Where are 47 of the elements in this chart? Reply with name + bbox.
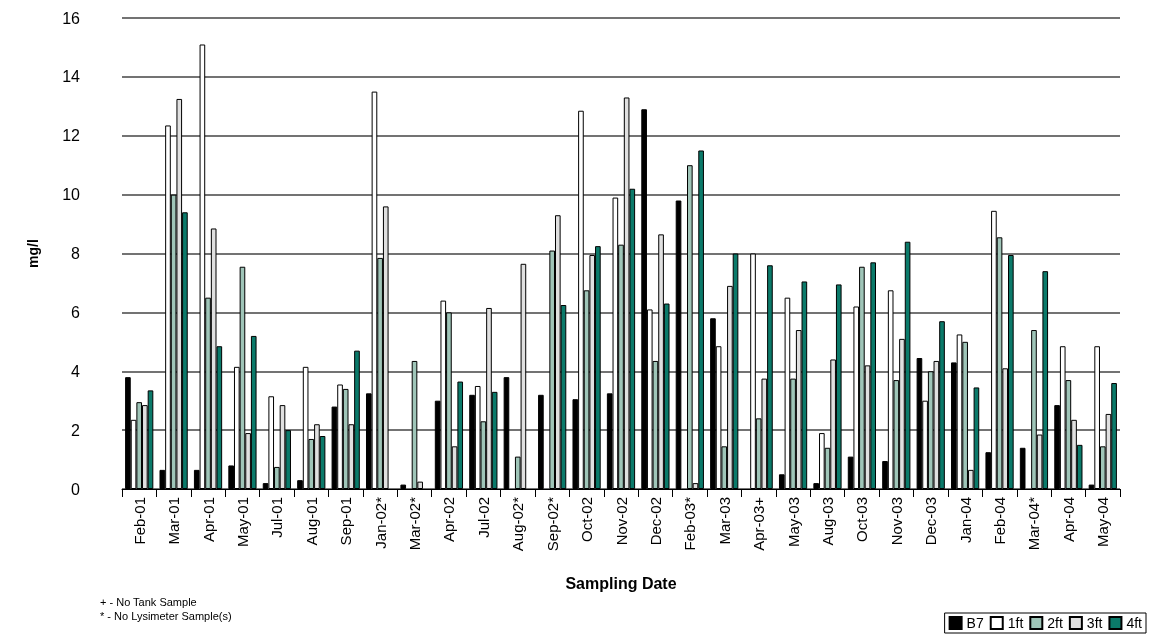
y-tick-label: 8: [71, 245, 81, 262]
x-axis-title: Sampling Date: [565, 574, 677, 592]
x-tick-label: Mar-03: [715, 497, 733, 545]
x-tick-label: Apr-02: [440, 497, 458, 543]
x-tick-label: Oct-03: [853, 497, 871, 543]
x-tick-label: Apr-01: [199, 497, 217, 543]
y-tick-label: 4: [71, 362, 81, 380]
x-tick-label: Feb-01: [130, 497, 148, 545]
x-tick-label: Jul-02: [474, 497, 492, 538]
y-tick-label: 16: [62, 9, 81, 27]
y-tick-label: 6: [71, 303, 81, 321]
y-axis-title: mg/l: [25, 239, 41, 268]
y-tick-label: 10: [62, 186, 81, 204]
x-tick-label: Mar-02*: [406, 496, 424, 551]
x-tick-label: Oct-02: [578, 497, 596, 543]
x-tick-label: Aug-03: [818, 497, 836, 546]
x-tick-label: May-04: [1094, 497, 1112, 548]
x-tick-label: Sep-02*: [543, 496, 561, 552]
x-tick-label: Mar-04*: [1025, 496, 1043, 551]
x-tick-label: Feb-04: [991, 497, 1009, 545]
x-tick-label: Mar-01: [165, 497, 183, 545]
text: + - No Tank Sample: [100, 595, 197, 608]
y-tick-label: 12: [62, 127, 81, 145]
x-tick-label: Aug-02*: [509, 496, 527, 552]
x-tick-label: May-03: [784, 497, 802, 548]
text: * - No Lysimeter Sample(s): [100, 609, 232, 622]
x-tick-label: Dec-02: [646, 497, 664, 546]
x-tick-label: Apr-04: [1059, 497, 1077, 543]
x-tick-label: Dec-03: [922, 497, 940, 546]
legend-label: 4ft: [1126, 615, 1143, 631]
x-tick-label: Aug-01: [302, 497, 320, 546]
x-tick-label: Jul-01: [268, 497, 286, 538]
y-tick-label: 14: [62, 68, 81, 86]
x-tick-label: Nov-03: [887, 497, 905, 546]
y-tick-label: 2: [71, 421, 81, 439]
x-tick-label: Feb-03*: [681, 496, 699, 551]
legend-label: 2ft: [1047, 615, 1063, 631]
x-tick-label: May-01: [233, 497, 251, 548]
y-tick-label: 0: [71, 480, 81, 498]
x-tick-label: Nov-02: [612, 497, 630, 546]
x-tick-label: Jan-04: [956, 497, 974, 543]
x-tick-label: Jan-02*: [371, 496, 389, 549]
x-tick-label: Sep-01: [337, 497, 355, 546]
legend-label: 1ft: [1007, 615, 1024, 631]
x-tick-label: Apr-03+: [750, 496, 768, 551]
legend-label: 3ft: [1086, 615, 1103, 631]
legend-label: B7: [966, 615, 984, 631]
